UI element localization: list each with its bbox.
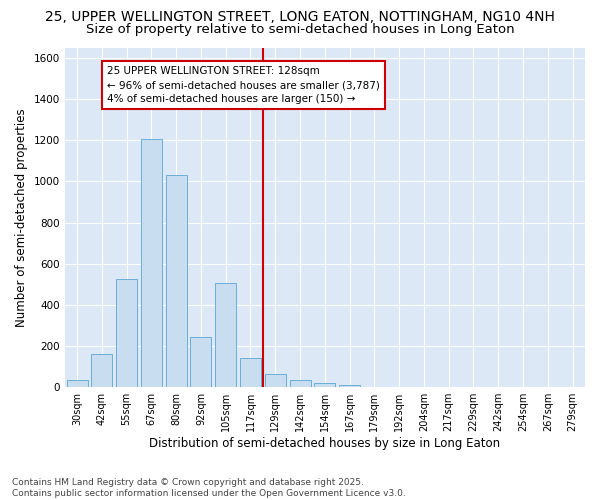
Y-axis label: Number of semi-detached properties: Number of semi-detached properties [15,108,28,326]
Bar [240,358,261,387]
Text: Size of property relative to semi-detached houses in Long Eaton: Size of property relative to semi-detach… [86,22,514,36]
Bar [215,283,236,387]
Text: Contains HM Land Registry data © Crown copyright and database right 2025.
Contai: Contains HM Land Registry data © Crown c… [12,478,406,498]
Bar [141,138,162,387]
Bar [339,385,360,387]
Bar [166,175,187,387]
Bar [265,374,286,387]
Bar [116,278,137,387]
Bar [290,380,311,387]
Text: 25, UPPER WELLINGTON STREET, LONG EATON, NOTTINGHAM, NG10 4NH: 25, UPPER WELLINGTON STREET, LONG EATON,… [45,10,555,24]
Bar [190,337,211,387]
X-axis label: Distribution of semi-detached houses by size in Long Eaton: Distribution of semi-detached houses by … [149,437,500,450]
Bar [314,383,335,387]
Text: 25 UPPER WELLINGTON STREET: 128sqm
← 96% of semi-detached houses are smaller (3,: 25 UPPER WELLINGTON STREET: 128sqm ← 96%… [107,66,380,104]
Bar [67,380,88,387]
Bar [91,354,112,387]
